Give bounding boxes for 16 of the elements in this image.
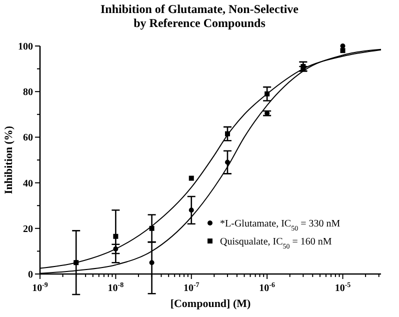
- legend-label: Quisqualate, IC$_{50}$ = 160 nM: [220, 236, 332, 250]
- y-tick-label: 40: [23, 178, 33, 190]
- legend-label: *L-Glutamate, IC$_{50}$ = 330 nM: [220, 218, 340, 232]
- x-axis-title: [Compound] (M): [170, 298, 252, 310]
- x-tick-label: 10$^{-7}$: [183, 281, 200, 294]
- x-tick-label: 10$^{-9}$: [32, 281, 48, 294]
- x-tick-label: 10$^{-6}$: [259, 281, 276, 294]
- y-tick-label: 80: [23, 87, 33, 98]
- y-tick-label: 20: [23, 224, 33, 235]
- chart-title: Inhibition of Glutamate, Non-Selective by Reference Compounds: [100, 2, 300, 30]
- y-tick-label: 0: [28, 270, 33, 280]
- x-tick-label: 10$^{-8}$: [108, 281, 124, 294]
- y-tick-label: 60: [23, 132, 33, 144]
- y-axis-title: Inhibition (%): [3, 126, 15, 194]
- y-tick-label: 100: [18, 42, 33, 52]
- x-tick-label: 10$^{-5}$: [334, 281, 352, 294]
